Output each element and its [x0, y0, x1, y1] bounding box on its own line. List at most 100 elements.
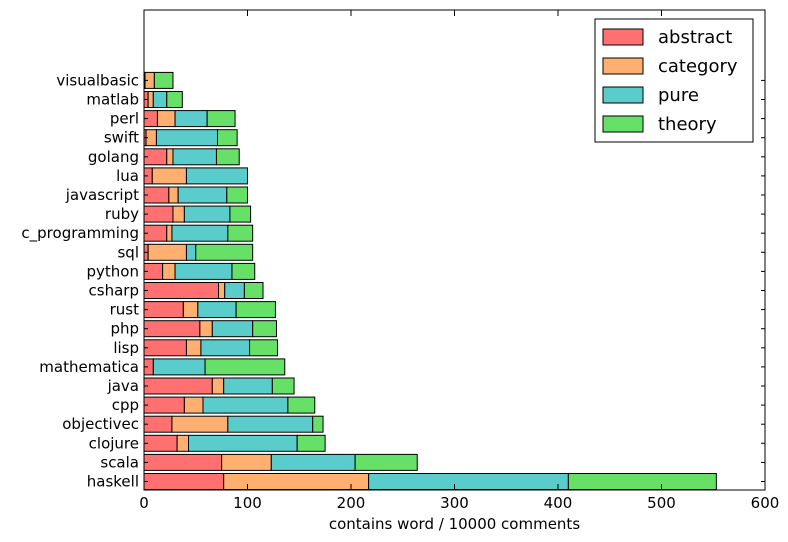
bar-theory-clojure [296, 434, 326, 452]
bar-pure-rust [197, 301, 237, 319]
bar-theory-c_programming [227, 224, 254, 242]
y-tick-label-golang: golang [88, 148, 139, 166]
x-tick-label-0: 0 [139, 494, 149, 512]
bar-theory-swift [216, 129, 238, 147]
bar-pure-perl [174, 110, 208, 128]
bar-category-matlab [147, 91, 154, 108]
y-tick-label-lua: lua [116, 167, 139, 185]
bar-theory-java [271, 377, 295, 395]
bar-category-ruby [172, 205, 185, 223]
bar-pure-php [211, 320, 254, 338]
bar-theory-csharp [243, 282, 264, 299]
bar-abstract-rust [143, 301, 184, 319]
y-tick-label-csharp: csharp [89, 282, 139, 300]
y-tick-label-python: python [87, 262, 139, 280]
bar-theory-rust [235, 301, 276, 319]
y-tick-label-php: php [110, 320, 139, 338]
y-tick-label-java: java [107, 377, 139, 395]
bar-pure-ruby [183, 205, 231, 223]
bar-pure-sql [185, 243, 197, 261]
bar-pure-scala [270, 453, 356, 471]
legend-swatch-pure [602, 86, 644, 104]
bar-category-rust [182, 301, 199, 319]
x-tick-label-500: 500 [647, 494, 676, 512]
bar-abstract-php [143, 320, 201, 338]
bar-abstract-ruby [143, 205, 174, 223]
bar-pure-c_programming [171, 224, 229, 242]
y-tick-label-objectivec: objectivec [62, 415, 139, 433]
bar-category-java [211, 377, 225, 395]
bar-category-python [162, 262, 176, 280]
x-tick-label-200: 200 [337, 494, 366, 512]
y-tick-label-matlab: matlab [86, 91, 139, 109]
bar-pure-swift [155, 129, 218, 147]
bar-theory-perl [206, 110, 236, 128]
legend-swatch-abstract [602, 28, 644, 46]
legend-label-theory: theory [658, 114, 717, 135]
legend-swatch-category [602, 57, 644, 75]
bar-theory-mathematica [204, 358, 286, 376]
x-axis-label: contains word / 10000 comments [329, 515, 580, 533]
bar-abstract-clojure [143, 434, 178, 452]
x-tick-label-100: 100 [233, 494, 262, 512]
bar-pure-csharp [224, 282, 245, 299]
y-tick-label-swift: swift [104, 129, 139, 147]
y-tick-label-rust: rust [110, 301, 139, 319]
bar-pure-java [223, 377, 273, 395]
x-tick-label-400: 400 [544, 494, 573, 512]
bar-theory-matlab [166, 91, 183, 108]
x-tick-label-600: 600 [751, 494, 780, 512]
legend: abstract category pure theory [594, 18, 754, 143]
bar-pure-lua [185, 167, 249, 185]
bar-category-lua [151, 167, 187, 185]
bar-category-golang [166, 148, 174, 166]
legend-label-category: category [658, 56, 738, 77]
bar-theory-javascript [226, 186, 249, 204]
bar-abstract-haskell [143, 473, 225, 490]
bar-category-csharp [218, 282, 226, 299]
bar-theory-cpp [287, 396, 316, 414]
legend-label-abstract: abstract [658, 27, 732, 48]
y-tick-label-visualbasic: visualbasic [56, 71, 139, 89]
bar-theory-lisp [249, 339, 279, 357]
bar-pure-golang [172, 148, 217, 166]
y-tick-label-cpp: cpp [112, 396, 139, 414]
x-tick-label-300: 300 [440, 494, 469, 512]
bar-theory-visualbasic [153, 71, 174, 89]
bar-category-objectivec [171, 415, 229, 433]
bar-category-php [199, 320, 213, 338]
bars-layer [143, 71, 717, 490]
bar-pure-objectivec [227, 415, 314, 433]
bar-pure-clojure [188, 434, 298, 452]
bar-abstract-objectivec [143, 415, 173, 433]
legend-label-pure: pure [658, 85, 699, 106]
bar-abstract-cpp [143, 396, 185, 414]
y-tick-label-clojure: clojure [89, 434, 139, 452]
bar-pure-cpp [202, 396, 289, 414]
y-tick-label-ruby: ruby [105, 205, 139, 223]
bar-abstract-scala [143, 453, 223, 471]
y-tick-label-scala: scala [100, 453, 139, 471]
bar-abstract-java [143, 377, 213, 395]
bar-pure-python [174, 262, 233, 280]
bar-abstract-csharp [143, 282, 220, 299]
bar-theory-scala [354, 453, 418, 471]
bar-abstract-lisp [143, 339, 187, 357]
y-tick-label-lisp: lisp [113, 339, 139, 357]
y-tick-label-mathematica: mathematica [39, 358, 139, 376]
bar-category-lisp [185, 339, 202, 357]
bar-theory-php [252, 320, 277, 338]
bar-category-scala [221, 453, 272, 471]
bar-pure-matlab [152, 91, 168, 108]
bar-pure-javascript [177, 186, 228, 204]
bar-category-perl [156, 110, 176, 128]
bar-pure-mathematica [152, 358, 206, 376]
bar-pure-haskell [368, 473, 569, 490]
bar-category-clojure [176, 434, 189, 452]
bar-theory-python [231, 262, 256, 280]
y-tick-label-perl: perl [110, 110, 139, 128]
bar-theory-golang [215, 148, 240, 166]
bar-pure-lisp [200, 339, 251, 357]
bar-theory-sql [195, 243, 254, 261]
